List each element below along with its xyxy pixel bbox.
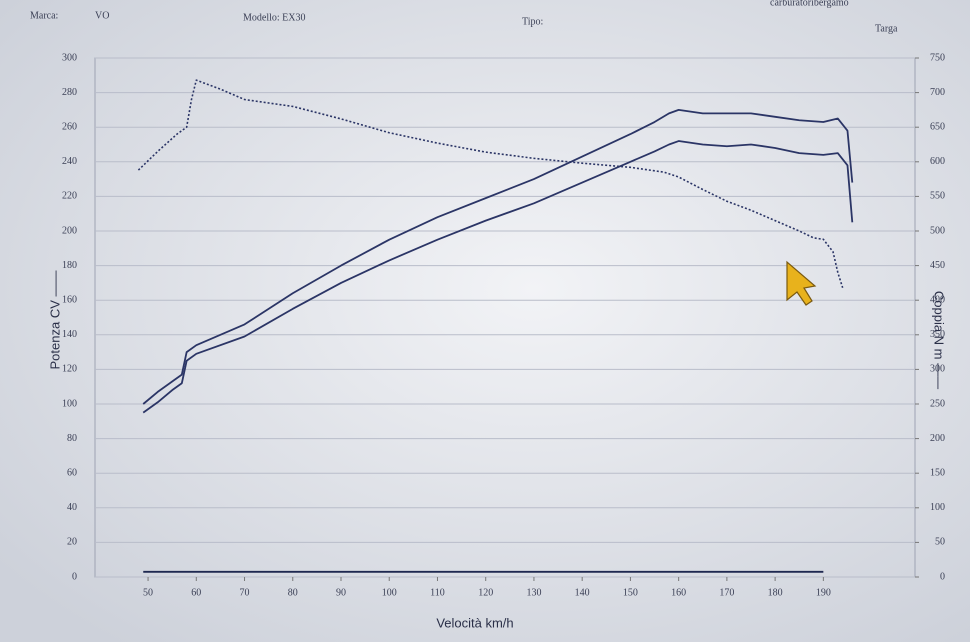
y-tick-label: 80 <box>67 433 77 444</box>
x-tick-label: 90 <box>336 587 346 598</box>
y-tick-label: 160 <box>62 294 77 305</box>
series-line <box>142 109 854 405</box>
y2-tick-label: 750 <box>930 52 945 63</box>
header-field: Marca: <box>30 10 58 21</box>
y2-tick-label: 400 <box>930 294 945 305</box>
mouse-cursor <box>786 260 817 306</box>
y-tick-label: 40 <box>67 502 77 513</box>
y-tick-label: 20 <box>67 537 77 548</box>
y2-tick-label: 300 <box>930 364 945 375</box>
plot-area: 0 20 40 60 80 100 120 140 160 180 200 220 240 260 280 3… <box>62 52 945 598</box>
x-tick-label: 50 <box>143 587 153 598</box>
x-tick-label: 190 <box>816 587 831 598</box>
x-tick-label: 100 <box>382 587 397 598</box>
y-axis-label: Potenza CV —— <box>47 271 62 370</box>
x-tick-label: 60 <box>191 587 201 598</box>
y-tick-label: 180 <box>62 260 77 271</box>
y2-tick-label: 150 <box>930 467 945 478</box>
y-tick-label: 240 <box>62 156 77 167</box>
series-line <box>142 140 854 414</box>
y2-tick-label: 550 <box>930 191 945 202</box>
y2-axis-label: Coppia N m —— <box>932 291 947 389</box>
header-field: VO <box>95 10 109 21</box>
y-tick-label: 140 <box>62 329 77 340</box>
y2-tick-label: 500 <box>930 225 945 236</box>
header-field: Tipo: <box>522 16 543 27</box>
y2-tick-label: 600 <box>930 156 945 167</box>
y-tick-label: 260 <box>62 121 77 132</box>
x-tick-label: 130 <box>526 587 541 598</box>
y2-tick-label: 0 <box>940 571 945 582</box>
y2-tick-label: 200 <box>930 433 945 444</box>
x-axis-label: Velocità km/h <box>436 615 513 630</box>
x-tick-label: 180 <box>768 587 783 598</box>
y-tick-label: 300 <box>62 52 77 63</box>
header-field: Modello: EX30 <box>243 12 306 23</box>
y-tick-label: 280 <box>62 87 77 98</box>
header-field: carburatoribergamo <box>770 0 849 8</box>
y-tick-label: 0 <box>72 571 77 582</box>
y-tick-label: 120 <box>62 364 77 375</box>
x-tick-label: 160 <box>671 587 686 598</box>
x-tick-label: 110 <box>430 587 445 598</box>
y2-tick-label: 650 <box>930 121 945 132</box>
x-tick-label: 150 <box>623 587 638 598</box>
y2-tick-label: 450 <box>930 260 945 271</box>
y2-tick-label: 350 <box>930 329 945 340</box>
x-tick-label: 120 <box>478 587 493 598</box>
y-tick-label: 100 <box>62 398 77 409</box>
y2-tick-label: 700 <box>930 87 945 98</box>
x-tick-label: 170 <box>719 587 734 598</box>
x-tick-label: 80 <box>288 587 298 598</box>
y-tick-label: 60 <box>67 467 77 478</box>
y-tick-label: 200 <box>62 225 77 236</box>
header-field: Targa <box>875 23 898 34</box>
series-line <box>137 79 844 288</box>
y-tick-label: 220 <box>62 191 77 202</box>
y2-tick-label: 50 <box>935 537 945 548</box>
y2-tick-label: 250 <box>930 398 945 409</box>
y2-tick-label: 100 <box>930 502 945 513</box>
x-tick-label: 70 <box>240 587 250 598</box>
x-tick-label: 140 <box>575 587 590 598</box>
